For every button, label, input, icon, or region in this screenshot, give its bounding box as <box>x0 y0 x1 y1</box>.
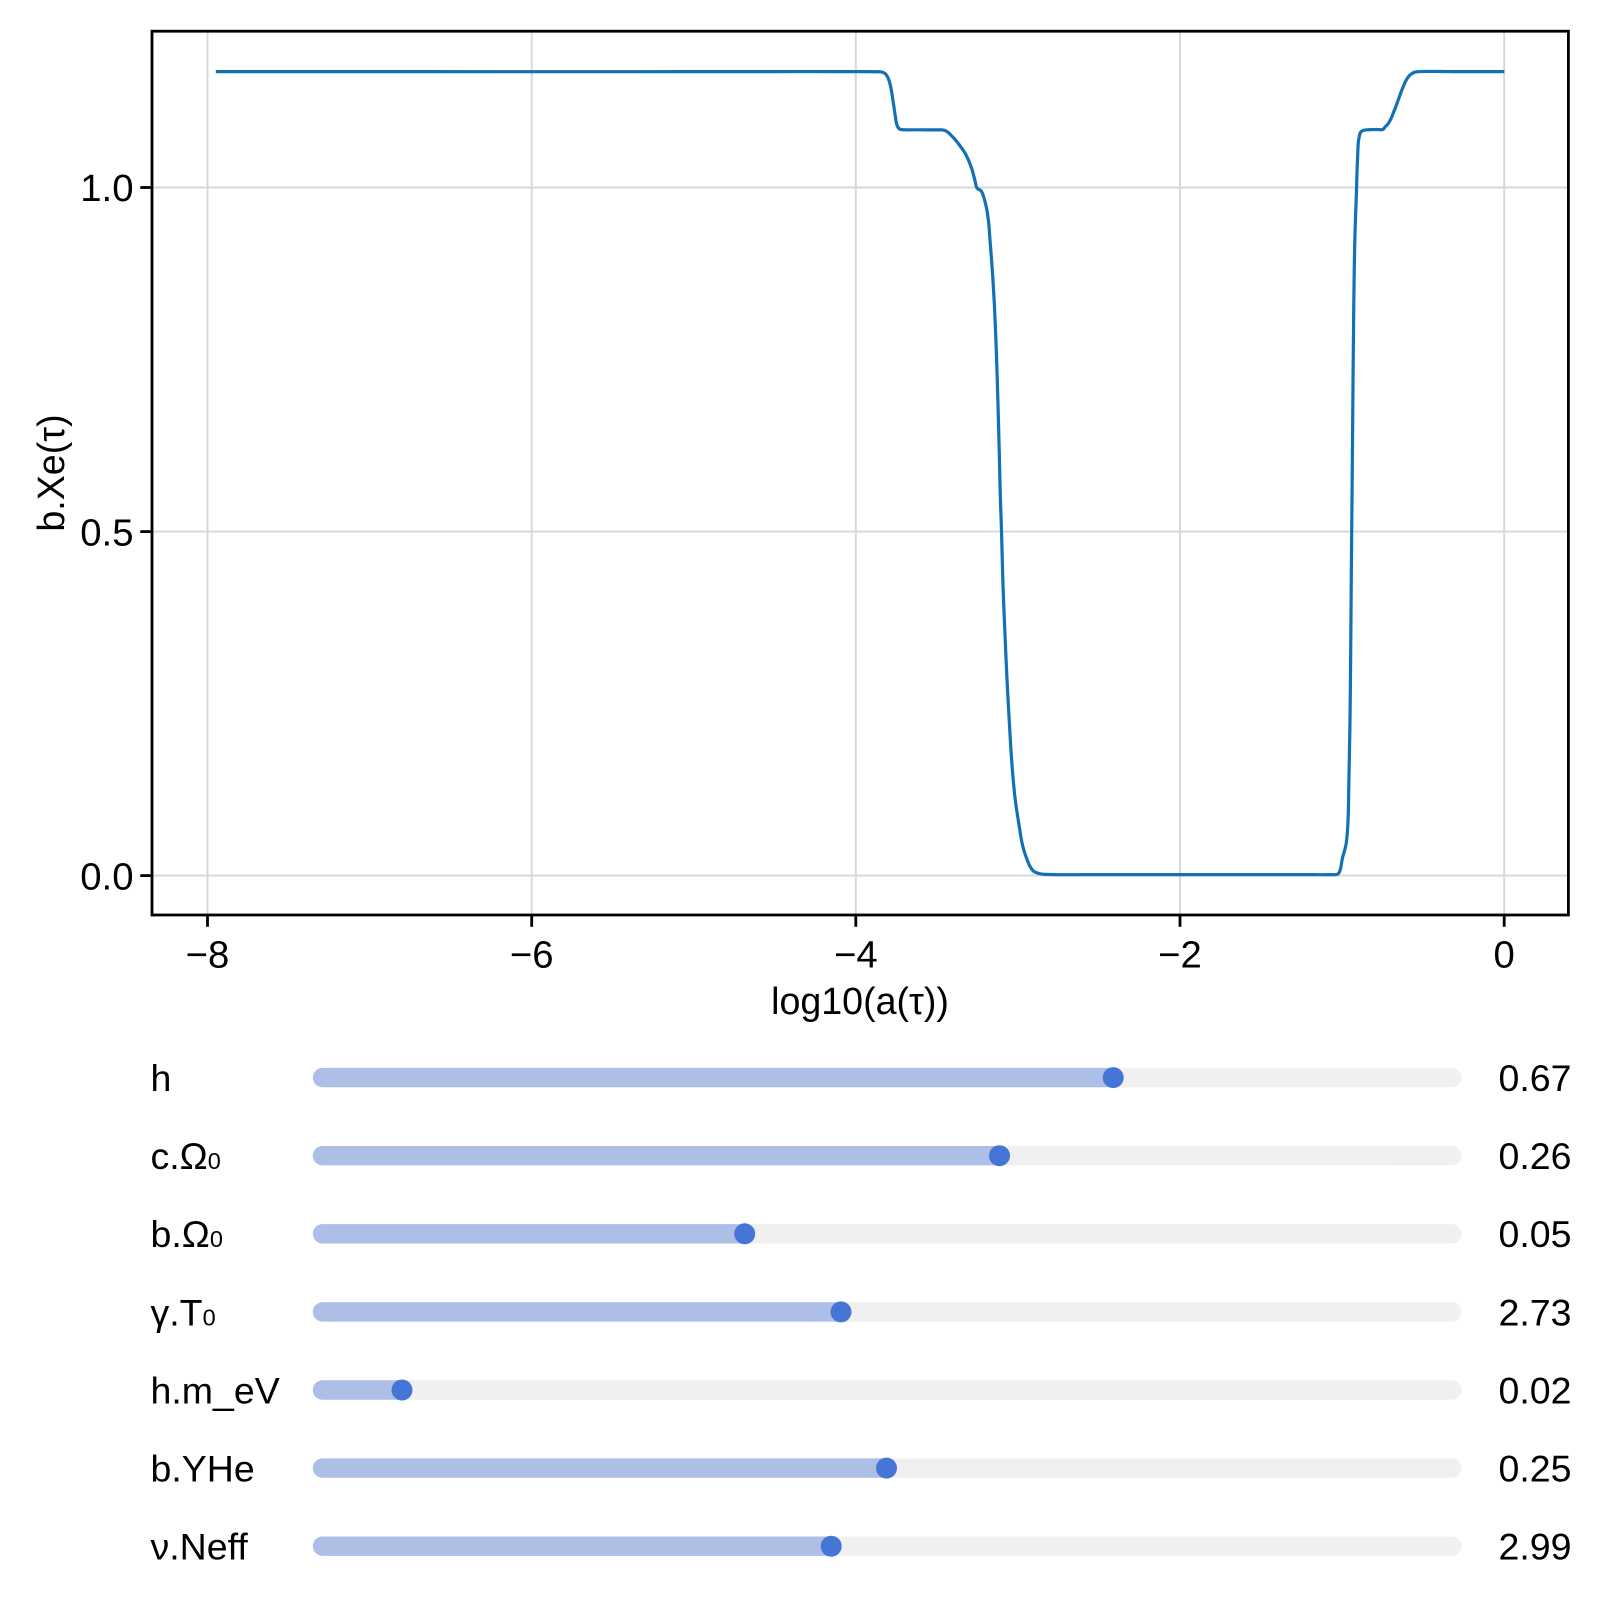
svg-text:−2: −2 <box>1158 934 1202 977</box>
svg-text:−6: −6 <box>510 934 554 977</box>
svg-text:2.99: 2.99 <box>1499 1526 1572 1568</box>
svg-text:log10(a(τ)): log10(a(τ)) <box>771 980 949 1022</box>
svg-text:h.m_eV: h.m_eV <box>151 1369 280 1411</box>
svg-text:0.26: 0.26 <box>1499 1135 1572 1177</box>
svg-text:b.YHe: b.YHe <box>151 1448 255 1490</box>
svg-text:0.5: 0.5 <box>80 511 133 554</box>
svg-text:0: 0 <box>1494 934 1515 977</box>
svg-text:0.67: 0.67 <box>1499 1057 1572 1099</box>
svg-text:−4: −4 <box>834 934 878 977</box>
svg-text:0.0: 0.0 <box>80 855 133 898</box>
svg-text:2.73: 2.73 <box>1499 1291 1572 1333</box>
svg-text:0.02: 0.02 <box>1499 1369 1572 1411</box>
svg-text:h: h <box>151 1057 172 1099</box>
svg-text:0.25: 0.25 <box>1499 1448 1572 1490</box>
svg-text:b.Xe(τ): b.Xe(τ) <box>30 414 72 531</box>
svg-text:0.05: 0.05 <box>1499 1213 1572 1255</box>
svg-text:1.0: 1.0 <box>80 167 133 210</box>
svg-text:ν.Neff: ν.Neff <box>151 1526 249 1568</box>
svg-text:−8: −8 <box>186 934 230 977</box>
